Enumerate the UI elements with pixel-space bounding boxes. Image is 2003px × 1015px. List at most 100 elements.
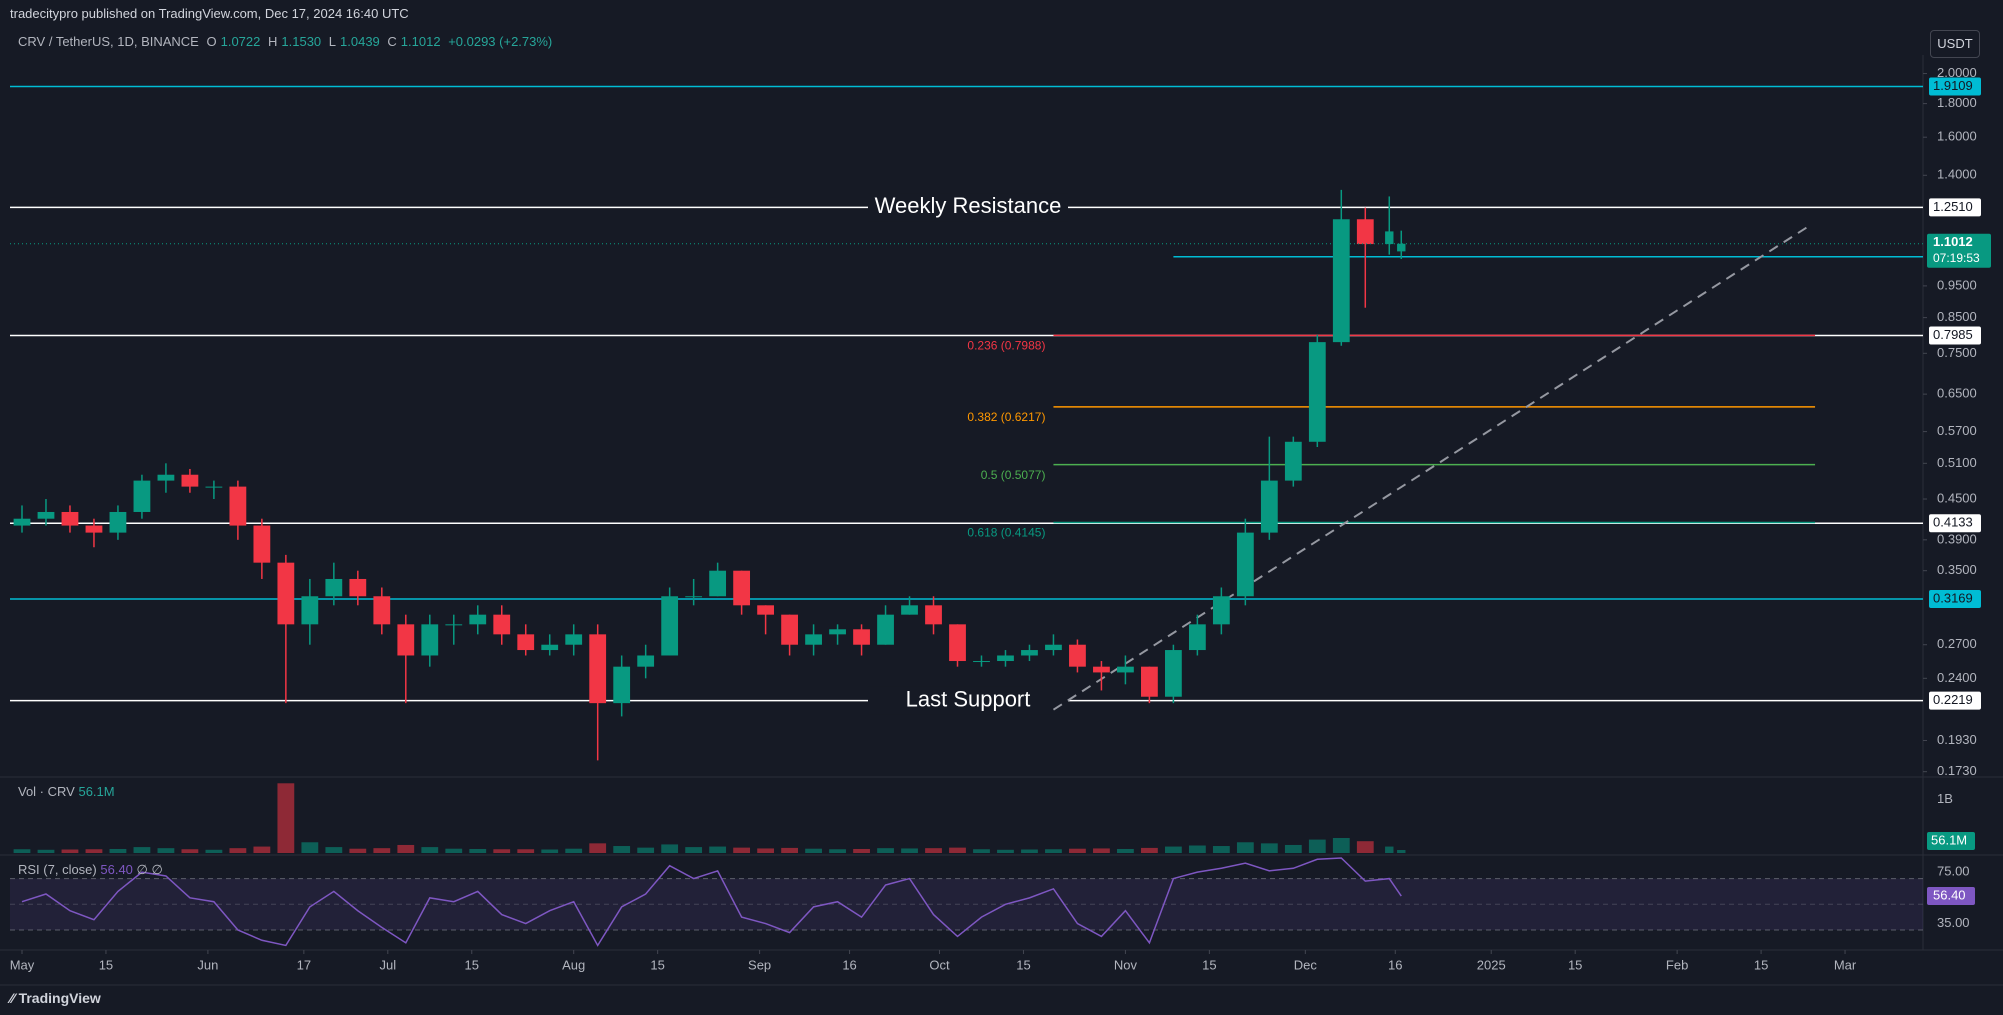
candle-body xyxy=(613,666,631,704)
fib-label: 0.382 (0.6217) xyxy=(967,410,1045,424)
fib-label: 0.5 (0.5077) xyxy=(981,468,1046,482)
volume-bar xyxy=(301,842,319,853)
x-tick-label: 16 xyxy=(842,957,856,972)
volume-bar xyxy=(637,847,655,853)
volume-bar xyxy=(925,848,942,853)
y-tick-label: 0.3900 xyxy=(1937,531,1977,546)
candle-body xyxy=(253,525,271,563)
volume-bar xyxy=(253,846,271,853)
candle-body xyxy=(85,525,103,533)
volume-badge-label: 56.1M xyxy=(1931,832,1967,847)
candle-body xyxy=(1069,644,1086,667)
candle-body xyxy=(349,578,367,597)
volume-bar xyxy=(109,848,127,853)
volume-bar xyxy=(469,848,487,853)
candle-body xyxy=(1212,596,1230,625)
candle-body xyxy=(517,634,535,651)
candle-body xyxy=(277,562,295,625)
x-tick-label: Oct xyxy=(929,957,950,972)
ohlc-key: O xyxy=(206,34,217,49)
volume-bar xyxy=(973,849,990,853)
volume-bar xyxy=(1332,837,1350,853)
candle-body xyxy=(805,634,822,645)
level-label: 0.7985 xyxy=(1933,327,1973,342)
countdown: 07:19:53 xyxy=(1933,251,1980,265)
candle-body xyxy=(589,634,607,704)
currency-button[interactable]: USDT xyxy=(1930,30,1980,58)
fib-label: 0.236 (0.7988) xyxy=(967,339,1045,353)
y-tick-label: 0.3500 xyxy=(1937,562,1977,577)
candle-body xyxy=(541,644,559,651)
volume-bar xyxy=(1045,849,1062,853)
volume-bar xyxy=(1212,846,1230,853)
candle-body xyxy=(1093,666,1110,673)
candle-body xyxy=(877,614,894,645)
candle-body xyxy=(853,629,870,645)
candle-body xyxy=(13,518,31,526)
ohlc-key: H xyxy=(268,34,278,49)
level-text-bg xyxy=(868,193,1068,222)
rsi-badge-label: 56.40 xyxy=(1933,887,1966,902)
rsi-tick-label: 75.00 xyxy=(1937,864,1970,879)
volume-bar xyxy=(997,849,1014,853)
candle-body xyxy=(469,614,487,625)
volume-bar xyxy=(133,847,151,853)
candle-body xyxy=(757,605,775,615)
volume-bar xyxy=(37,849,55,853)
level-label: 0.4133 xyxy=(1933,515,1973,530)
x-tick-label: Dec xyxy=(1294,957,1318,972)
y-tick-label: 0.4500 xyxy=(1937,490,1977,505)
volume-bar xyxy=(589,843,607,853)
x-tick-label: 15 xyxy=(1016,957,1030,972)
y-tick-label: 0.9500 xyxy=(1937,277,1977,292)
rsi-band xyxy=(10,878,1923,930)
candle-body xyxy=(133,480,151,512)
y-tick-label: 0.2700 xyxy=(1937,636,1977,651)
volume-bar xyxy=(877,848,894,853)
volume-bar xyxy=(1397,849,1406,853)
x-tick-label: May xyxy=(10,957,35,972)
candle-body xyxy=(325,578,343,597)
y-tick-label: 0.8500 xyxy=(1937,309,1977,324)
candle-body xyxy=(637,655,655,667)
y-tick-label: 0.7500 xyxy=(1937,345,1977,360)
candle-body xyxy=(901,605,918,615)
level-badge xyxy=(1929,198,1981,217)
candle-body xyxy=(1332,219,1350,343)
volume-bar xyxy=(733,847,751,853)
symbol-legend: CRV / TetherUS, 1D, BINANCE O 1.0722 H 1.1… xyxy=(18,34,556,49)
ohlc-value: 1.0439 xyxy=(340,34,380,49)
candle-body xyxy=(1308,342,1326,442)
footer-text: TradingView xyxy=(18,990,101,1006)
ohlc-value: 1.1530 xyxy=(281,34,322,49)
volume-last: 56.1M xyxy=(78,784,115,799)
y-tick-label: 0.6500 xyxy=(1937,386,1977,401)
volume-tick-label: 1B xyxy=(1937,791,1953,806)
level-badge xyxy=(1929,514,1981,533)
volume-bar xyxy=(229,848,247,853)
rsi-extra: ∅ ∅ xyxy=(136,862,163,877)
volume-bar xyxy=(1356,841,1374,853)
y-tick-label: 0.1930 xyxy=(1937,732,1977,747)
volume-bar xyxy=(709,846,727,853)
volume-bar xyxy=(661,844,679,853)
volume-legend: Vol · CRV 56.1M xyxy=(18,784,115,799)
candle-body xyxy=(229,486,247,526)
volume-bar xyxy=(445,848,463,853)
x-tick-label: Jun xyxy=(197,957,218,972)
volume-bar xyxy=(1069,848,1086,853)
y-tick-label: 2.0000 xyxy=(1937,65,1977,80)
candle-body xyxy=(1397,243,1406,252)
level-label: 1.2510 xyxy=(1933,199,1973,214)
x-tick-label: 17 xyxy=(297,957,311,972)
level-badge xyxy=(1929,590,1981,609)
volume-bar xyxy=(157,848,175,853)
candle-body xyxy=(1284,441,1302,481)
symbol: CRV / TetherUS, 1D, BINANCE xyxy=(18,34,199,49)
candle-body xyxy=(565,634,583,645)
volume-bar xyxy=(685,847,703,853)
candle-body xyxy=(1117,666,1134,673)
volume-bar xyxy=(421,847,439,853)
